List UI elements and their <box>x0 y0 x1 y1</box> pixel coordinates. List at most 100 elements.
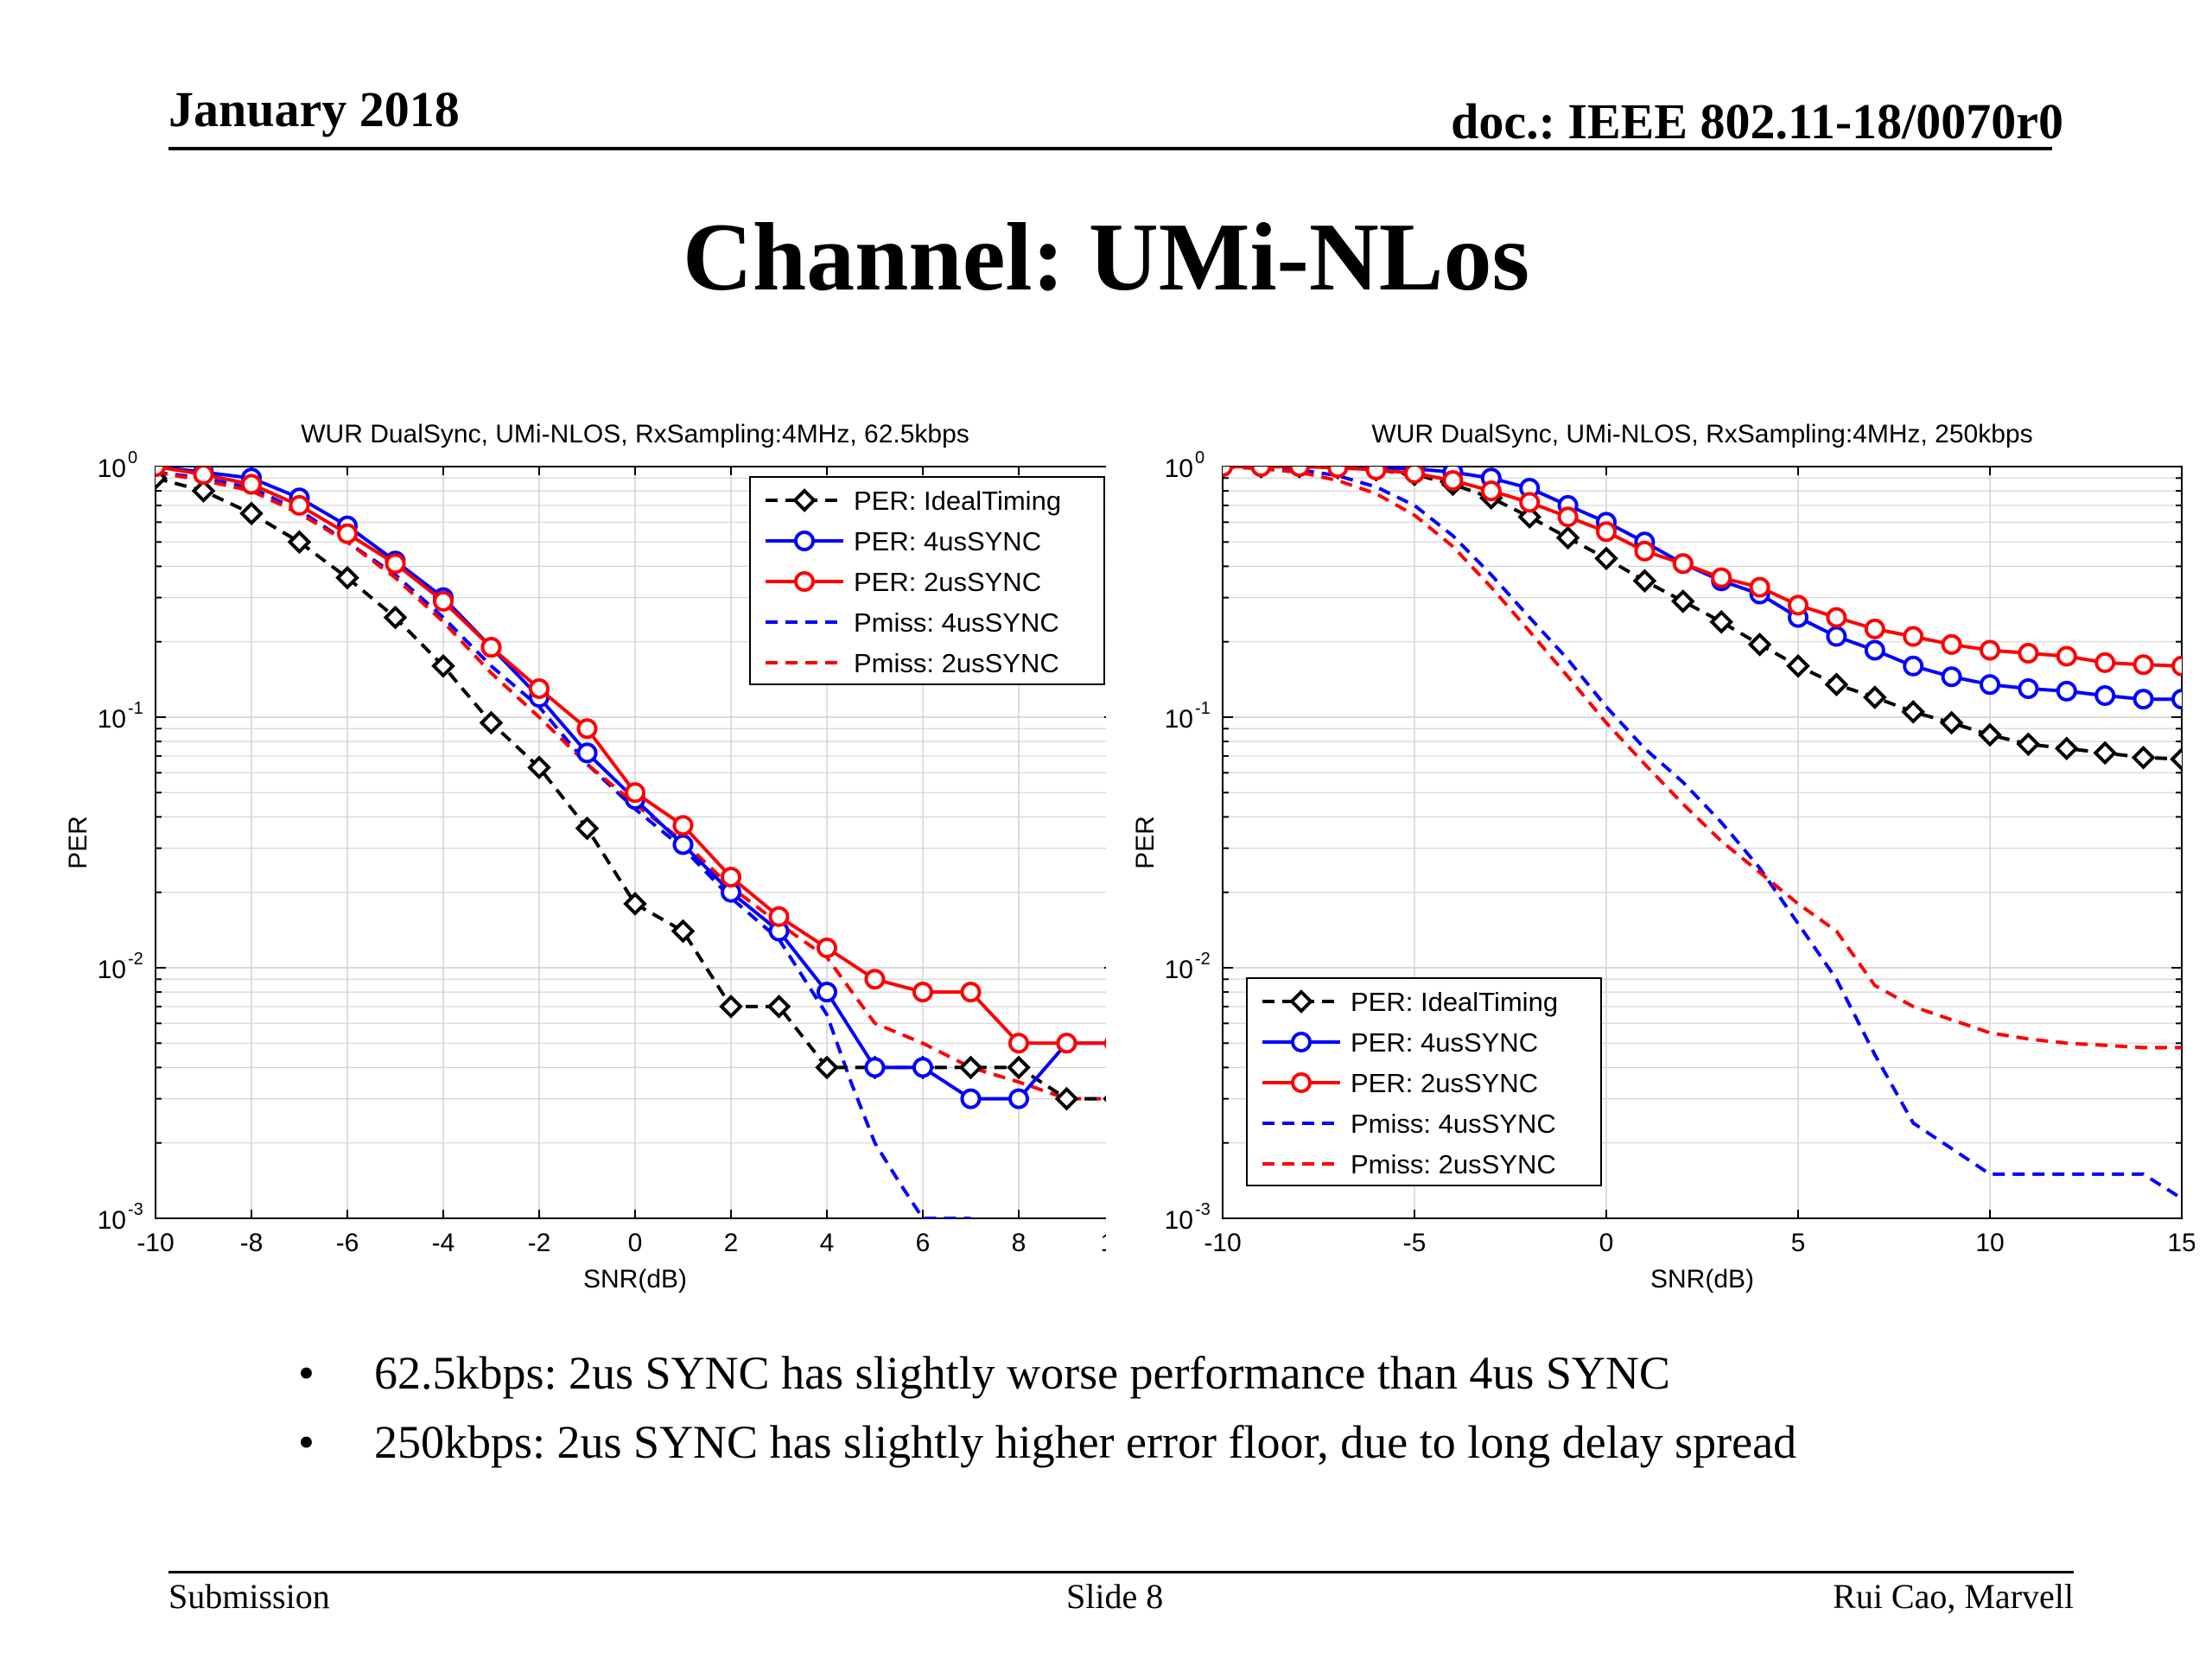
series-point-2 <box>576 718 598 740</box>
bullet-text: 62.5kbps: 2us SYNC has slightly worse pe… <box>374 1347 1670 1399</box>
series-point-1 <box>2056 680 2077 702</box>
legend-label-0: PER: IdealTiming <box>854 486 1061 516</box>
series-point-1 <box>1980 674 2000 696</box>
series-point-0 <box>1670 589 1695 613</box>
y-tick-base: 10 <box>98 1206 126 1235</box>
series-point-0 <box>1632 569 1657 594</box>
series-point-2 <box>1864 618 1885 639</box>
legend-marker-1 <box>1291 1032 1312 1052</box>
series-group <box>1223 467 2182 1200</box>
series-point-2 <box>433 590 454 612</box>
series-point-0 <box>766 995 791 1019</box>
chart-title: WUR DualSync, UMi-NLOS, RxSampling:4MHz,… <box>301 420 969 448</box>
series-point-2 <box>1903 626 1924 647</box>
series-point-1 <box>2018 677 2039 699</box>
y-tick-label: 10 -2 <box>1165 950 1211 984</box>
legend-marker-0 <box>1289 989 1313 1014</box>
x-tick-label: -10 <box>137 1229 174 1257</box>
y-tick-base: 10 <box>98 956 126 984</box>
footer-submission: Submission <box>168 1577 330 1616</box>
legend-label-3: Pmiss: 4usSYNC <box>854 607 1059 638</box>
series-point-2 <box>1008 1033 1029 1054</box>
y-tick-label: 10 -3 <box>1165 1200 1211 1235</box>
series-point-0 <box>1786 653 1810 678</box>
series-point-0 <box>1824 672 1849 697</box>
footer-author: Rui Cao, Marvell <box>1833 1577 2074 1616</box>
legend-label-2: PER: 2usSYNC <box>1351 1068 1538 1098</box>
series-point-2 <box>1056 1033 1077 1054</box>
series-point-2 <box>1980 639 2000 661</box>
legend: PER: IdealTiming PER: 4usSYNC PER: 2usSYNC… <box>749 476 1105 685</box>
series-point-0 <box>575 816 600 841</box>
series-point-0 <box>623 892 647 916</box>
series-point-1 <box>1864 639 1885 661</box>
legend-label-1: PER: 4usSYNC <box>1351 1027 1538 1058</box>
x-tick-label: 0 <box>1599 1229 1614 1257</box>
y-tick-base: 10 <box>98 705 126 734</box>
series-point-2 <box>1596 521 1617 543</box>
y-tick-label: 10 0 <box>98 448 138 483</box>
x-tick-label: 10 <box>1975 1229 2004 1257</box>
series-point-2 <box>1826 607 1847 628</box>
series-point-0 <box>2131 745 2156 770</box>
series-point-0 <box>1939 710 1964 735</box>
y-tick-label: 10 -2 <box>98 950 143 984</box>
series-point-2 <box>529 677 550 699</box>
x-axis-label: SNR(dB) <box>583 1265 687 1294</box>
legend-label-4: Pmiss: 2usSYNC <box>854 648 1059 678</box>
series-line-4 <box>1223 467 2182 1050</box>
x-tick-label: 5 <box>1791 1229 1806 1257</box>
y-tick-exponent: 0 <box>1195 448 1205 467</box>
legend-marker-1 <box>794 531 815 551</box>
y-tick-base: 10 <box>1165 1206 1193 1235</box>
series-line-0 <box>156 476 1106 1101</box>
x-tick-label: -6 <box>336 1229 359 1257</box>
y-tick-exponent: -2 <box>1195 950 1211 969</box>
series-point-2 <box>864 969 886 990</box>
series-point-2 <box>1519 492 1541 513</box>
x-tick-label: 10 <box>1100 1229 1106 1257</box>
series-point-0 <box>1517 505 1542 530</box>
x-tick-label: 4 <box>820 1229 835 1257</box>
legend-label-4: Pmiss: 2usSYNC <box>1351 1149 1556 1179</box>
series-point-2 <box>1442 470 1464 492</box>
y-tick-exponent: -3 <box>128 1200 143 1219</box>
series-point-2 <box>480 637 502 658</box>
series-point-0 <box>287 530 312 555</box>
tick-marks <box>1222 467 2183 1219</box>
y-tick-exponent: -3 <box>1195 1200 1211 1219</box>
header-rule <box>168 147 2052 150</box>
series-line-3 <box>1223 467 2182 1200</box>
series-point-1 <box>1008 1088 1029 1109</box>
series-point-1 <box>576 742 598 764</box>
series-point-1 <box>2133 689 2154 710</box>
series-point-0 <box>2054 736 2079 761</box>
series-point-0 <box>1901 700 1926 724</box>
series-point-2 <box>1365 467 1387 480</box>
legend: PER: IdealTiming PER: 4usSYNC PER: 2usSYNC… <box>1246 977 1602 1186</box>
series-point-2 <box>2056 645 2077 667</box>
series-point-2 <box>385 553 406 575</box>
x-tick-label: 6 <box>916 1229 931 1257</box>
series-point-1 <box>2094 684 2116 706</box>
series-point-2 <box>1557 506 1579 528</box>
series-point-0 <box>1978 722 2002 747</box>
series-point-0 <box>527 755 551 780</box>
series-point-0 <box>479 710 504 735</box>
series-point-0 <box>2093 741 2118 766</box>
series-point-1 <box>1903 655 1924 677</box>
series-point-0 <box>1747 632 1772 657</box>
y-tick-exponent: 0 <box>128 448 137 467</box>
bullet-text: 250kbps: 2us SYNC has slightly higher er… <box>374 1416 1797 1468</box>
x-tick-label: 15 <box>2167 1229 2195 1257</box>
series-point-0 <box>335 565 359 590</box>
series-point-2 <box>1672 553 1694 575</box>
series-point-2 <box>1288 467 1310 477</box>
series-point-1 <box>672 834 694 855</box>
y-tick-exponent: -2 <box>128 950 143 969</box>
series-point-2 <box>2171 655 2182 677</box>
x-tick-label: -10 <box>1204 1229 1241 1257</box>
series-point-0 <box>2170 747 2182 772</box>
series-point-2 <box>1404 467 1425 484</box>
series-point-2 <box>156 467 166 477</box>
